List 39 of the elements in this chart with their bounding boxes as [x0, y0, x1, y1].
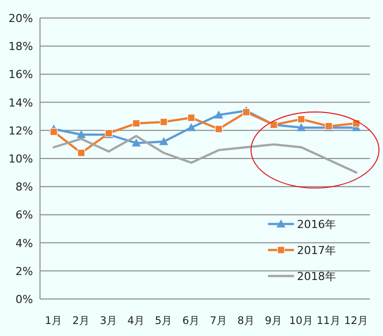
point	[132, 138, 141, 147]
point	[160, 118, 168, 126]
y-tick-label: 8%	[16, 180, 33, 194]
y-tick-label: 14%	[8, 96, 33, 110]
x-tick-label: 3月	[100, 315, 118, 327]
x-tick-label: 6月	[182, 315, 200, 327]
point	[214, 110, 224, 118]
y-tick-label: 0%	[16, 293, 33, 306]
point	[77, 149, 86, 157]
x-tick-label: 1月	[44, 315, 63, 327]
point	[50, 128, 58, 136]
point	[187, 114, 196, 122]
point	[132, 120, 140, 128]
point	[296, 123, 306, 132]
x-tick-label: 7月	[210, 315, 228, 327]
x-tick-label: 8月	[237, 315, 256, 327]
legend-label: 2018年	[297, 270, 336, 283]
y-tick-label: 18%	[8, 40, 33, 54]
y-tick-label: 12%	[8, 124, 33, 138]
x-tick-label: 5月	[154, 315, 173, 327]
y-tick-label: 6%	[16, 208, 33, 222]
legend-label: 2017年	[297, 244, 336, 257]
point	[297, 115, 306, 123]
x-tick-label: 4月	[127, 315, 146, 327]
x-tick-label: 10月	[289, 315, 314, 327]
y-tick-label: 16%	[8, 68, 33, 82]
point	[186, 123, 196, 132]
y-tick-label: 2%	[16, 264, 33, 278]
x-tick-label: 11月	[316, 315, 341, 327]
legend-label: 2016年	[297, 218, 336, 231]
y-tick-label: 4%	[16, 236, 33, 250]
x-tick-label: 9月	[264, 315, 283, 327]
y-tick-label: 20%	[8, 12, 33, 25]
point	[76, 130, 86, 138]
x-tick-label: 2月	[72, 315, 90, 327]
y-tick-label: 10%	[8, 152, 33, 166]
point	[159, 137, 168, 146]
x-tick-label: 12月	[344, 315, 368, 327]
point	[214, 125, 223, 133]
